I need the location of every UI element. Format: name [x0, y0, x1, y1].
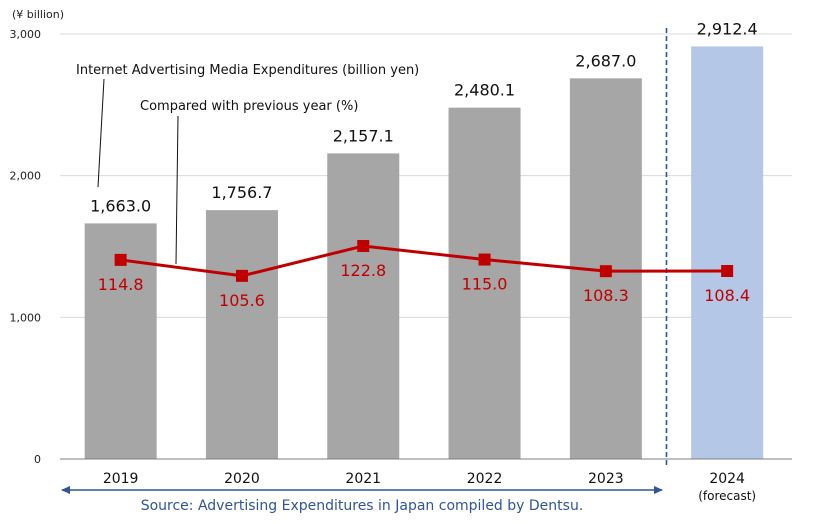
gridlines	[60, 33, 792, 318]
y-tick-label: 3,000	[10, 28, 42, 41]
bar-value-label: 2,687.0	[575, 51, 636, 70]
yoy-value-label: 105.6	[219, 291, 265, 310]
yoy-value-label: 114.8	[98, 275, 144, 294]
bar-value-label: 2,912.4	[697, 19, 758, 38]
y-axis-tick-labels: 0 1,000 2,000 3,000	[10, 28, 42, 466]
yoy-value-label: 108.3	[583, 286, 629, 305]
line-series-leader-line	[175, 115, 179, 265]
bar-value-label: 2,480.1	[454, 81, 515, 100]
bar	[691, 46, 764, 459]
bar	[327, 153, 400, 459]
bar	[448, 107, 521, 459]
bar-value-label: 1,663.0	[90, 196, 151, 215]
yoy-marker	[235, 269, 248, 282]
bar-value-label: 2,157.1	[333, 126, 394, 145]
x-axis-category-labels: 2019 2020 2021 2022 2023 2024 (forecast)	[103, 471, 756, 503]
yoy-marker	[721, 265, 734, 277]
y-tick-label: 1,000	[10, 311, 42, 324]
x-category-label: 2024	[709, 471, 745, 487]
bar-value-label: 1,756.7	[211, 183, 272, 202]
yoy-line-series	[114, 240, 734, 282]
x-category-label: 2023	[588, 471, 624, 487]
yoy-marker	[357, 240, 370, 252]
y-axis-unit-label: (¥ billion)	[12, 8, 64, 21]
y-tick-label: 0	[34, 453, 41, 466]
yoy-value-label: 122.8	[340, 261, 386, 280]
yoy-value-labels: 114.8 105.6 122.8 115.0 108.3 108.4	[98, 261, 750, 310]
x-category-label: 2021	[345, 471, 381, 487]
x-category-label: 2022	[467, 471, 503, 487]
bar-series-annotation: Internet Advertising Media Expenditures …	[76, 63, 419, 78]
x-category-label: 2019	[103, 471, 139, 487]
y-tick-label: 2,000	[10, 170, 42, 183]
bar-value-labels: 1,663.0 1,756.7 2,157.1 2,480.1 2,687.0 2,912…	[90, 19, 758, 215]
source-text: Source: Advertising Expenditures in Japa…	[141, 498, 584, 514]
yoy-value-label: 108.4	[704, 286, 750, 305]
x-category-sublabel: (forecast)	[698, 489, 756, 503]
yoy-marker	[114, 253, 127, 266]
yoy-marker	[599, 265, 612, 278]
yoy-line	[120, 244, 728, 278]
line-series-annotation: Compared with previous year (%)	[140, 99, 358, 114]
bar	[205, 210, 278, 459]
bar-series-leader-line	[97, 78, 105, 188]
yoy-value-label: 115.0	[462, 275, 508, 294]
yoy-marker	[478, 253, 491, 266]
x-category-label: 2020	[224, 471, 260, 487]
